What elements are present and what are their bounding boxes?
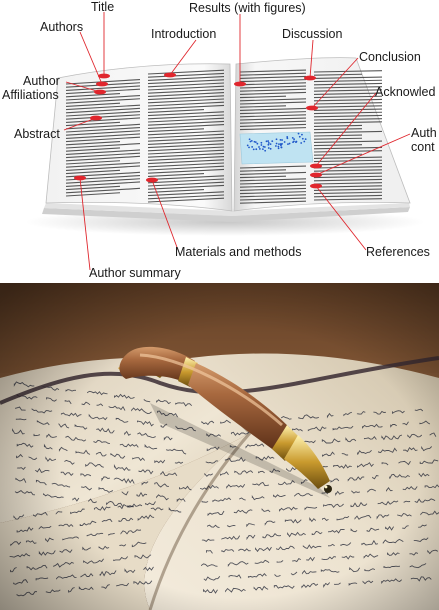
marker-acknowledgements <box>310 164 322 169</box>
open-journal-drawing <box>0 0 439 283</box>
label-author-contributions-2: cont <box>411 140 435 154</box>
marker-author-affiliations <box>94 90 106 95</box>
label-results: Results (with figures) <box>189 1 306 15</box>
label-acknowledgements: Acknowled <box>375 85 435 99</box>
label-materials-methods: Materials and methods <box>175 245 301 259</box>
marker-conclusion <box>306 106 318 111</box>
marker-references <box>310 184 322 189</box>
pen-on-handwritten-notebook-photo <box>0 283 439 610</box>
label-introduction: Introduction <box>151 27 216 41</box>
marker-title <box>98 74 110 79</box>
marker-author-summary <box>74 176 86 181</box>
marker-abstract <box>90 116 102 121</box>
marker-introduction <box>164 73 176 78</box>
marker-discussion <box>304 76 316 81</box>
label-discussion: Discussion <box>282 27 342 41</box>
marker-author-contributions <box>310 173 322 178</box>
label-abstract: Abstract <box>14 127 60 141</box>
marker-authors <box>96 82 108 87</box>
label-authors: Authors <box>40 20 83 34</box>
paper-anatomy-illustration: Title Authors Results (with figures) Int… <box>0 0 439 283</box>
marker-results <box>234 82 246 87</box>
label-title: Title <box>91 0 114 14</box>
results-figure <box>240 132 313 164</box>
label-conclusion: Conclusion <box>359 50 421 64</box>
label-author-summary: Author summary <box>89 266 181 280</box>
label-references: References <box>366 245 430 259</box>
label-author-affiliations-1: Author <box>23 74 60 88</box>
label-author-affiliations-2: Affiliations <box>2 88 59 102</box>
notebook-photo <box>0 283 439 610</box>
marker-materials-methods <box>146 178 158 183</box>
label-author-contributions-1: Auth <box>411 126 437 140</box>
